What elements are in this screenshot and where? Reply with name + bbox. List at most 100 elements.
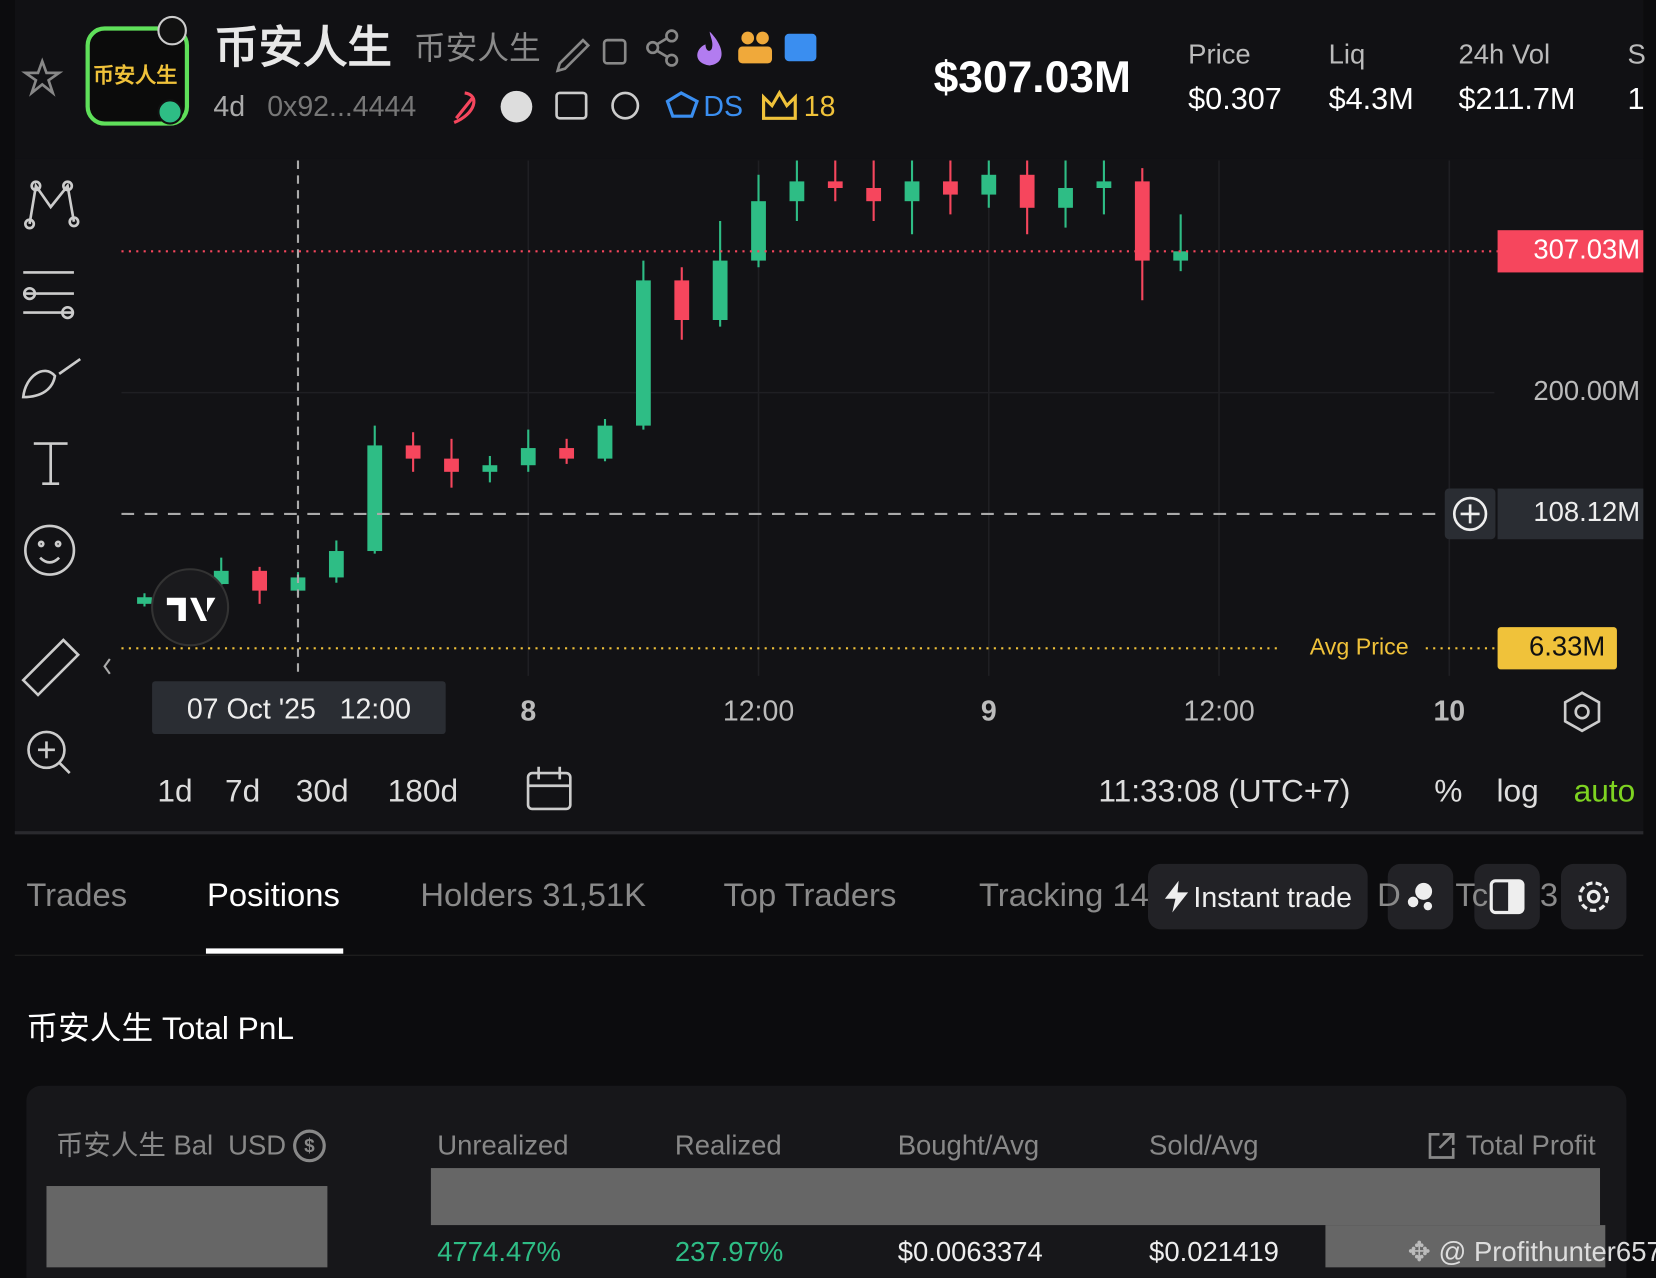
auto-toggle[interactable]: auto [1573,774,1636,809]
note-icon [784,33,817,62]
candle-body [520,448,536,466]
token-age: 4d [213,90,246,123]
cursor-price-bg [1497,488,1644,540]
collapse-arrow[interactable] [103,658,111,675]
tab[interactable]: Tc [1455,876,1489,914]
logo-text: 币安人生 [93,63,177,88]
x-tick-label: 12:00 [1183,695,1254,727]
bolt-icon [1164,880,1189,913]
candle-body [290,577,306,591]
drawing-tools[interactable] [21,180,82,775]
x-tick-label: 8 [520,695,536,727]
candle-body [1019,174,1035,208]
stat-label: 24h Vol [1458,38,1551,70]
ds-badge: DS [703,90,743,123]
tab[interactable]: D [1377,876,1401,914]
currency-icon[interactable]: $ [291,1128,327,1164]
cursor-price-label: 108.12M [1533,496,1640,527]
column-label: Bought/Avg [897,1128,1040,1161]
candle-body [405,445,421,459]
tab[interactable]: Tracking 14 [979,876,1149,914]
candle-body [751,201,766,261]
feather-icon [453,91,476,124]
percent-toggle[interactable]: % [1434,774,1463,809]
bubble-button[interactable] [1387,863,1454,930]
tab[interactable]: Trades [26,876,128,914]
info-icon [157,15,187,46]
stat-label: Price [1188,38,1251,70]
cursor-add-plus [1460,504,1480,524]
settings-icon[interactable] [1563,691,1601,733]
external-icon[interactable] [1427,1131,1457,1161]
svg-text:$: $ [304,1136,315,1157]
column-label: Realized [674,1128,782,1161]
search-icon[interactable] [611,91,640,120]
tab-divider [14,954,1644,956]
share-icon[interactable] [646,29,679,67]
token-alias: 币安人生 [413,31,541,67]
stat-label: S [1627,38,1646,70]
token-address[interactable]: 0x92...4444 [267,90,417,123]
header [14,0,1644,159]
token-logo [85,26,190,126]
community-icon [738,31,773,64]
layout-button[interactable] [1474,863,1540,930]
range-button[interactable]: 1d [157,774,193,809]
post-icon[interactable] [555,91,588,120]
date-range-icon[interactable] [526,766,572,811]
column-value: $0.021419 [1149,1235,1279,1268]
gear-icon [1578,881,1609,912]
avg-price-name: Avg Price [1310,633,1409,659]
tab[interactable]: 3 [1539,876,1559,914]
x-tick-label: 12:00 [723,695,794,727]
avg-price-bg [1497,627,1617,670]
candle-body [444,458,459,472]
favorite-icon[interactable] [21,57,64,97]
verified-icon [157,99,183,125]
stat-value: $211.7M [1458,82,1576,117]
candle-body [789,181,805,202]
candle-body [252,570,268,591]
chart: 币安人生 8 12:00 9 12:00 10 200.00M 07 Oct '25 12:… [14,15,1644,835]
range-button[interactable]: 30d [295,774,349,809]
tv-logo [151,568,230,647]
last-price-label: 307.03M [1533,234,1640,265]
column-label: Total Profit [1465,1128,1596,1161]
x-tick-label: 9 [981,695,997,727]
instant-trade-button[interactable]: Instant trade [1148,863,1368,930]
layout-icon [1489,879,1525,915]
bal-label: 币安人生 Bal [55,1128,214,1161]
candle-body [328,551,344,578]
edit-icon[interactable] [555,38,591,73]
chart-icon [500,90,533,123]
column-label: Sold/Avg [1149,1128,1259,1161]
hot-icon [697,31,722,66]
crosshair-label-bg [152,681,446,735]
candle-body [137,597,152,604]
crown-count: 18 [803,90,836,123]
copy-icon[interactable] [602,38,627,65]
tab[interactable]: Positions [206,876,340,914]
instant-trade-label: Instant trade [1193,881,1352,914]
tab[interactable]: Top Traders [723,876,897,914]
stat-value: $0.307 [1188,82,1282,117]
clock: 11:33:08 (UTC+7) [1098,774,1351,809]
column-label: Unrealized [437,1128,569,1161]
stat-value: $4.3M [1328,82,1414,117]
range-button[interactable]: 7d [224,774,261,809]
column-value: 4774.47% [437,1235,561,1268]
candle-body [1096,181,1112,188]
range-button[interactable]: 180d [387,774,459,809]
candle-body [367,445,383,552]
last-price-bg [1497,230,1644,273]
currency-label[interactable]: USD [228,1128,287,1161]
tv-logo-mark [166,597,216,621]
avg-price-label: 6.33M [1529,631,1605,662]
log-toggle[interactable]: log [1496,774,1539,809]
candle-body [866,187,882,202]
candle-body [1134,181,1150,261]
tab[interactable]: Holders 31,51K [420,876,647,914]
pnl-title: 币安人生 Total PnL [26,1011,295,1047]
settings-button[interactable] [1560,863,1627,930]
